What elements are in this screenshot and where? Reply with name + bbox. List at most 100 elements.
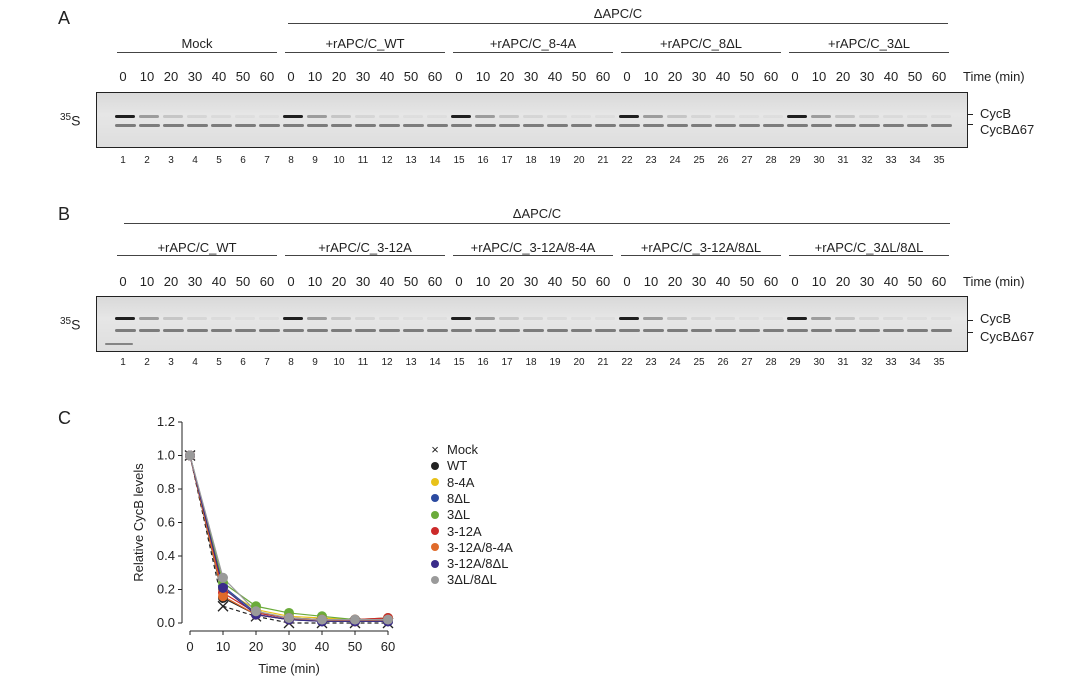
- panel-b-letter: B: [58, 204, 71, 224]
- panelB-time-label: 30: [187, 274, 203, 289]
- panelB-lane-number: 22: [621, 357, 633, 368]
- panelB-lane-number: 28: [765, 357, 777, 368]
- panelA-lane-number: 22: [621, 155, 633, 166]
- cycb-delta67-band: [331, 124, 352, 127]
- panelA-lane-number: 25: [693, 155, 705, 166]
- panelA-time-label: 50: [571, 69, 587, 84]
- panelA-time-label: 60: [595, 69, 611, 84]
- legend-item: 3ΔL: [431, 507, 470, 522]
- cycb-delta67-band: [211, 329, 232, 332]
- legend-label: 3-12A/8-4A: [447, 539, 513, 555]
- panel-b-cycb-delta67-label: CycBΔ67: [980, 329, 1035, 344]
- panel-a-top-rule: [288, 23, 948, 24]
- panelA-group-rule: [285, 52, 445, 53]
- panelB-lane-number: 3: [168, 357, 174, 368]
- panelA-lane-number: 19: [549, 155, 561, 166]
- panelB-time-label: 30: [859, 274, 875, 289]
- panelA-lane-number: 23: [645, 155, 657, 166]
- cycb-delta67-band: [787, 124, 808, 127]
- panelB-group-label: +rAPC/C_3-12A: [318, 240, 412, 255]
- cycb-band: [931, 317, 951, 320]
- panelB-lane-number: 2: [144, 357, 150, 368]
- panelA-lane-number: 9: [312, 155, 318, 166]
- cycb-band: [643, 317, 663, 320]
- panelA-time-label: 0: [623, 69, 631, 84]
- legend-x-marker-icon: ×: [431, 441, 439, 457]
- cycb-band: [523, 115, 543, 118]
- cycb-delta67-band: [283, 124, 304, 127]
- cycb-band: [379, 317, 399, 320]
- panelB-time-label: 60: [763, 274, 779, 289]
- panelA-group-rule: [789, 52, 949, 53]
- cycb-band: [643, 115, 663, 118]
- legend-label: 3-12A/8ΔL: [447, 556, 509, 572]
- cycb-band: [763, 317, 783, 320]
- panelB-lane-number: 26: [717, 357, 729, 368]
- cycb-delta67-band: [595, 124, 616, 127]
- cycb-delta67-band: [763, 329, 784, 332]
- cycb-band: [883, 115, 903, 118]
- legend-label: 3ΔL: [447, 507, 471, 523]
- cycb-delta67-band: [379, 329, 400, 332]
- cycb-delta67-band: [379, 124, 400, 127]
- cycb-band: [379, 115, 399, 118]
- panelA-time-label: 0: [287, 69, 295, 84]
- panelA-lane-number: 16: [477, 155, 489, 166]
- y-tick-label: 0.4: [157, 548, 175, 563]
- cycb-band: [499, 317, 519, 320]
- panelA-time-label: 50: [907, 69, 923, 84]
- panelB-time-label: 40: [883, 274, 899, 289]
- panelA-time-label: 30: [523, 69, 539, 84]
- cycb-delta67-band: [475, 329, 496, 332]
- panelA-group-label: +rAPC/C_WT: [325, 36, 405, 51]
- panelA-time-label: 10: [307, 69, 323, 84]
- legend-label: 3ΔL/8ΔL: [447, 572, 497, 588]
- panelA-lane-number: 14: [429, 155, 441, 166]
- panelA-time-label: 40: [211, 69, 227, 84]
- panelA-lane-number: 3: [168, 155, 174, 166]
- cycb-band: [283, 115, 303, 118]
- panelB-lane-number: 31: [837, 357, 849, 368]
- cycb-delta67-band: [139, 124, 160, 127]
- panelA-lane-number: 7: [264, 155, 270, 166]
- panelB-lane-number: 34: [909, 357, 921, 368]
- panelA-lane-number: 12: [381, 155, 393, 166]
- panelB-group-label: +rAPC/C_3-12A/8-4A: [470, 240, 596, 255]
- cycb-delta67-band: [451, 124, 472, 127]
- panelA-group-label: +rAPC/C_8-4A: [489, 36, 577, 51]
- panel-b-top-rule: [124, 223, 950, 224]
- panelA-lane-number: 8: [288, 155, 294, 166]
- cycb-delta67-band: [811, 329, 832, 332]
- panelA-lane-number: 21: [597, 155, 609, 166]
- cycb-band: [811, 115, 831, 118]
- cycb-band: [235, 115, 255, 118]
- cycb-delta67-band: [931, 329, 952, 332]
- panelB-lane-number: 12: [381, 357, 393, 368]
- panelB-lane-number: 9: [312, 357, 318, 368]
- panelB-time-label: 20: [667, 274, 683, 289]
- panelA-lane-number: 20: [573, 155, 585, 166]
- panelB-time-label: 20: [163, 274, 179, 289]
- cycb-band: [859, 317, 879, 320]
- cycb-delta67-band: [259, 124, 280, 127]
- panelA-time-label: 0: [119, 69, 127, 84]
- cycb-band: [499, 115, 519, 118]
- cycb-band: [907, 317, 927, 320]
- cycb-band: [931, 115, 951, 118]
- panelA-lane-number: 18: [525, 155, 537, 166]
- cycb-band: [739, 115, 759, 118]
- cycb-band: [883, 317, 903, 320]
- legend-item: × Mock: [431, 442, 478, 457]
- cycb-band: [187, 317, 207, 320]
- panelA-time-label: 10: [475, 69, 491, 84]
- cycb-delta67-band: [931, 124, 952, 127]
- cycb-band: [811, 317, 831, 320]
- panelA-lane-number: 1: [120, 155, 126, 166]
- panelB-time-label: 50: [571, 274, 587, 289]
- panelB-lane-number: 11: [357, 357, 369, 368]
- cycb-delta67-band: [307, 329, 328, 332]
- panelA-lane-number: 35: [933, 155, 945, 166]
- panelA-lane-number: 4: [192, 155, 198, 166]
- cycb-delta67-band: [883, 329, 904, 332]
- cycb-delta67-band: [259, 329, 280, 332]
